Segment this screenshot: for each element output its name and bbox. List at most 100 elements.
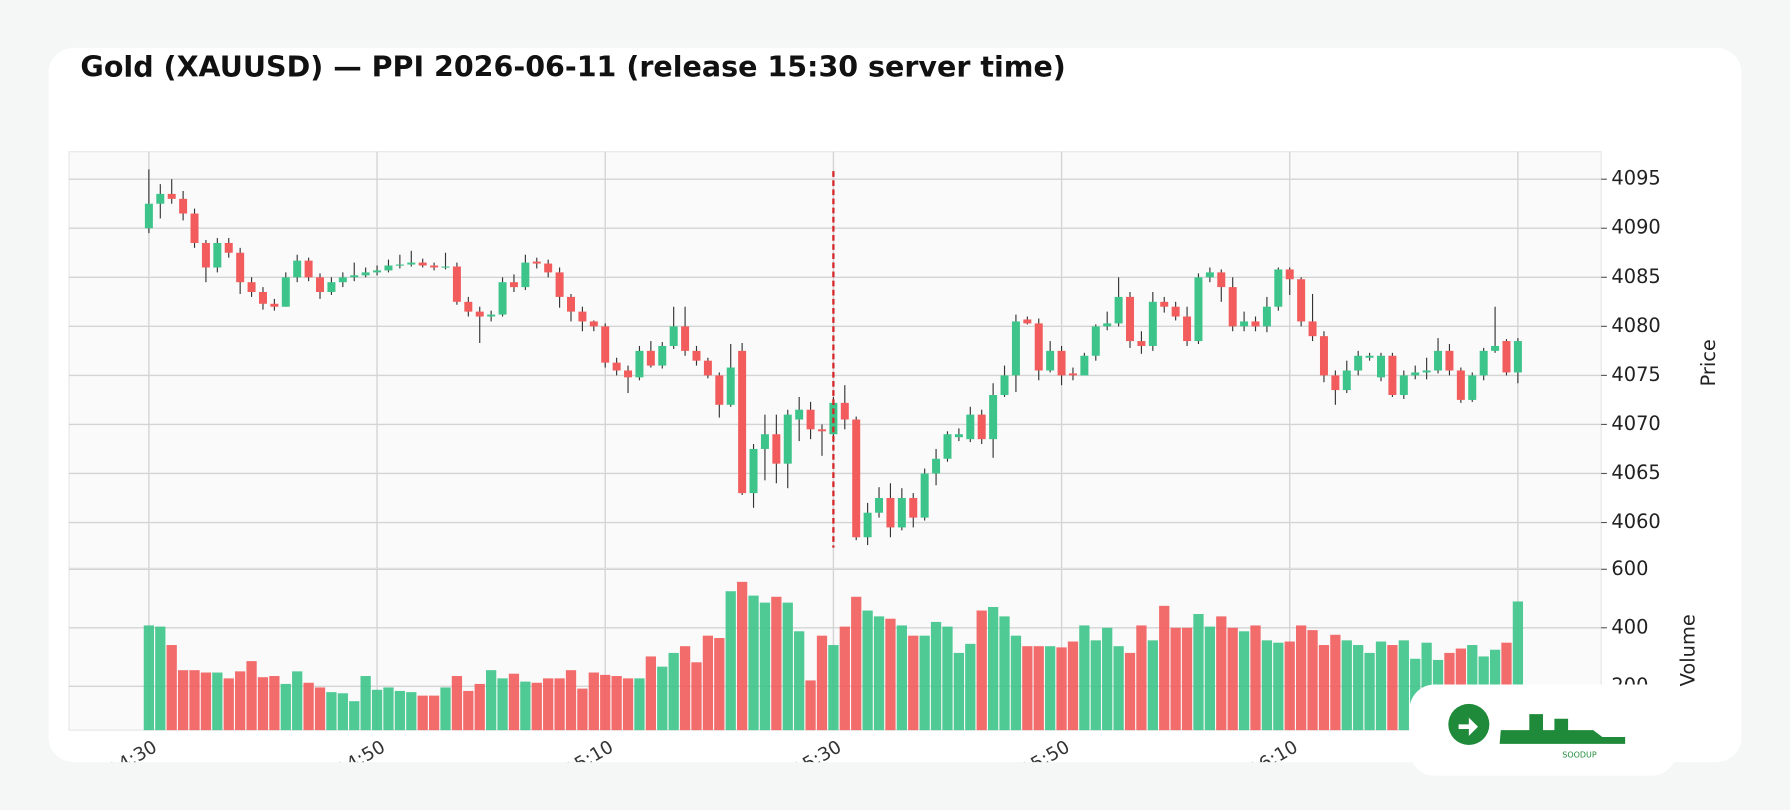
- volume-bar: [645, 656, 656, 731]
- candle-body: [1342, 370, 1351, 391]
- candle-body: [270, 303, 279, 307]
- candle-body: [909, 498, 918, 518]
- volume-bar: [269, 676, 280, 731]
- volume-bar: [417, 695, 428, 731]
- candle-body: [703, 360, 712, 376]
- volume-bar: [1010, 635, 1022, 731]
- volume-bar: [565, 670, 577, 731]
- volume-bar: [782, 602, 793, 731]
- volume-bar: [885, 618, 896, 731]
- volume-bar: [246, 661, 257, 731]
- volume-bar: [816, 635, 828, 731]
- volume-bar: [1159, 605, 1170, 731]
- volume-bar: [862, 610, 873, 731]
- volume-bar: [702, 635, 714, 731]
- y-tick-label: 4065: [1611, 461, 1660, 484]
- candle-body: [624, 370, 633, 378]
- candle-body: [1274, 269, 1283, 307]
- candle-body: [430, 265, 439, 268]
- volume-bar: [337, 693, 348, 731]
- volume-bar: [748, 595, 759, 731]
- candle-body: [1479, 350, 1488, 376]
- volume-bar: [1147, 640, 1158, 731]
- candle-body: [1068, 373, 1077, 376]
- candle-body: [1513, 341, 1522, 373]
- candle-body: [1491, 345, 1500, 351]
- candle-body: [1011, 321, 1020, 376]
- candle-body: [201, 242, 210, 268]
- candle-body: [395, 264, 404, 266]
- candle-body: [441, 266, 450, 268]
- logo-wordmark: [1499, 714, 1626, 744]
- candle-body: [601, 326, 610, 363]
- volume-bar: [736, 581, 748, 731]
- candle-body: [783, 414, 792, 464]
- candle-body: [1422, 370, 1431, 373]
- volume-bar: [1216, 616, 1227, 731]
- candle-body: [749, 448, 758, 494]
- candle-body: [316, 277, 325, 293]
- volume-bar: [1387, 645, 1398, 731]
- volume-bar: [930, 621, 942, 731]
- volume-bar: [714, 638, 725, 731]
- candle-body: [886, 498, 895, 528]
- candle-body: [612, 362, 621, 371]
- candle-body: [1103, 323, 1112, 327]
- candle-body: [1331, 375, 1340, 391]
- volume-bar: [474, 683, 485, 731]
- candle-body: [258, 292, 267, 304]
- volume-bar: [1353, 645, 1364, 731]
- logo-text: SOODUP: [1562, 751, 1597, 760]
- volume-bar: [805, 680, 816, 731]
- candle-body: [669, 326, 678, 346]
- volume-bar: [1079, 625, 1090, 731]
- candle-body: [1468, 375, 1477, 400]
- volume-bar: [155, 626, 166, 731]
- volume-bar: [1273, 642, 1284, 731]
- volume-bar: [349, 701, 360, 731]
- price-panel: [68, 151, 1602, 569]
- y2-tick-label: 600: [1611, 557, 1648, 580]
- volume-bar: [428, 695, 440, 731]
- candle-body: [920, 473, 929, 518]
- volume-bar: [622, 678, 634, 731]
- candle-body: [281, 277, 290, 307]
- candle-body: [646, 350, 655, 366]
- volume-bar: [657, 666, 668, 731]
- candle-body: [989, 395, 998, 440]
- volume-bar: [189, 670, 200, 731]
- candle-body: [635, 350, 644, 378]
- volume-bar: [360, 676, 371, 731]
- volume-bar: [1238, 631, 1250, 731]
- volume-bar: [223, 678, 234, 731]
- volume-bar: [497, 678, 508, 731]
- volume-bar: [588, 672, 599, 731]
- candle-body: [658, 345, 667, 366]
- candle-body: [1445, 350, 1454, 371]
- volume-bar: [976, 610, 987, 731]
- candle-body: [452, 266, 461, 302]
- candle-body: [1194, 277, 1203, 342]
- candle-body: [1217, 272, 1226, 288]
- y-tick-label: 4060: [1611, 510, 1660, 533]
- candle-body: [1080, 355, 1089, 376]
- candle-body: [1251, 321, 1260, 327]
- y-tick-label: 4085: [1611, 265, 1660, 288]
- candle-body: [1297, 279, 1306, 322]
- volume-bar: [1307, 630, 1318, 731]
- candle-body: [1205, 272, 1214, 278]
- candle-body: [304, 260, 313, 278]
- volume-bar: [1341, 640, 1352, 731]
- candle-body: [509, 282, 518, 288]
- candle-body: [236, 252, 245, 283]
- candle-body: [1046, 350, 1055, 371]
- volume-bar: [965, 643, 976, 731]
- candle-body: [1456, 370, 1465, 400]
- y-tick-label: 4080: [1611, 314, 1660, 337]
- candle-body: [954, 434, 963, 438]
- candle-body: [1399, 375, 1408, 396]
- volume-bar: [280, 683, 291, 731]
